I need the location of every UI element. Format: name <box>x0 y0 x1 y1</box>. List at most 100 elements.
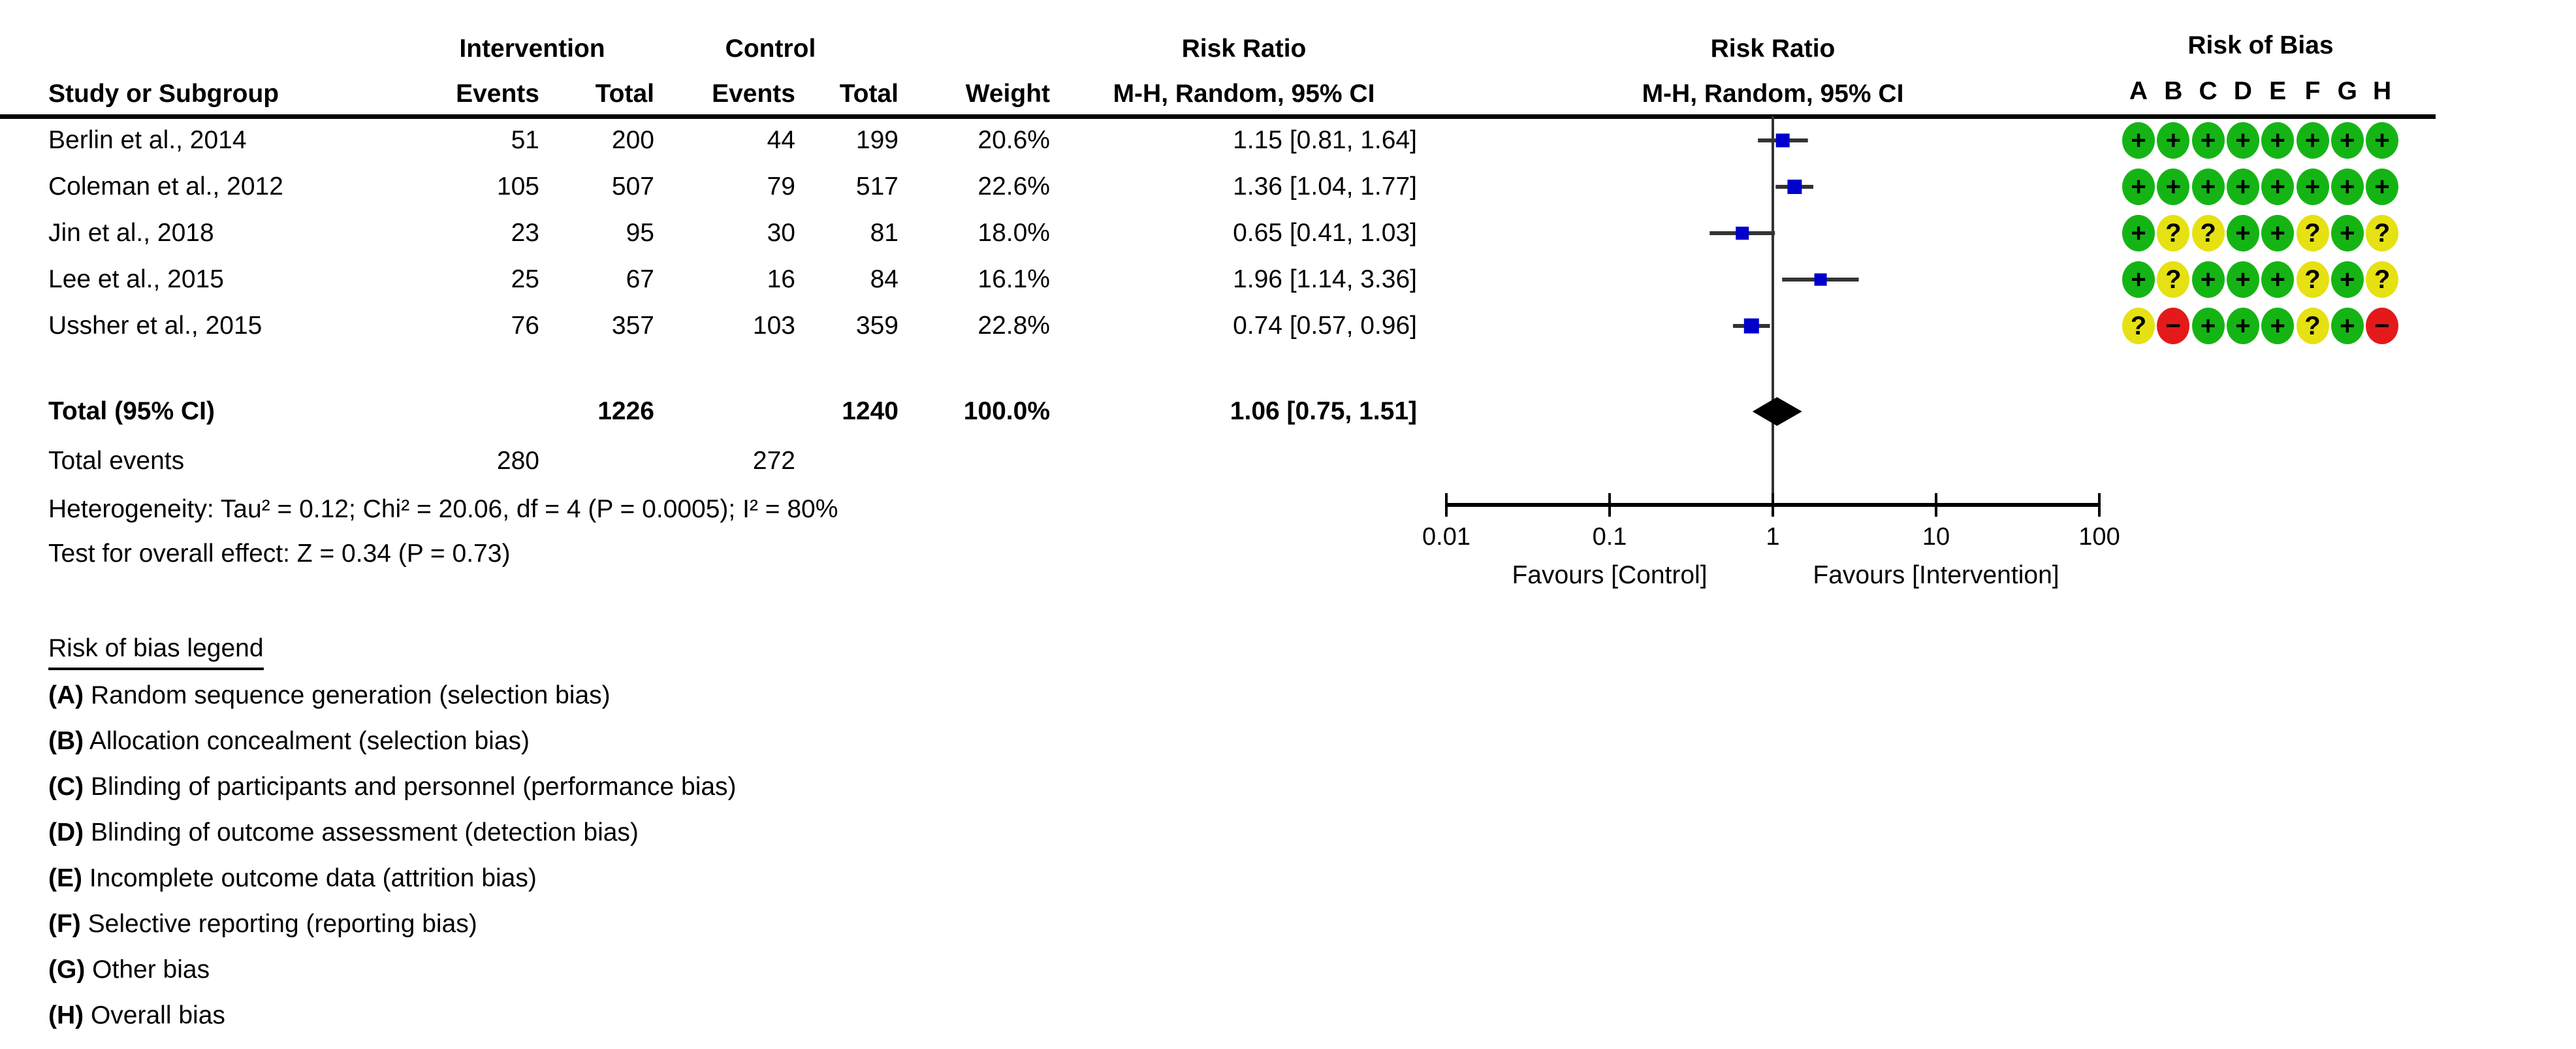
total-row-label: Total (95% CI) <box>48 397 215 425</box>
bias-column-letter: A <box>2129 77 2148 105</box>
bias-dot: + <box>2157 169 2190 205</box>
col-header-weight: Weight <box>965 80 1050 108</box>
total-intervention-n: 1226 <box>597 397 654 425</box>
bias-dot: + <box>2122 215 2155 251</box>
legend-item-text: Incomplete outcome data (attrition bias) <box>82 864 537 892</box>
legend-item: (F) Selective reporting (reporting bias) <box>48 908 477 941</box>
bias-dot: + <box>2296 122 2329 159</box>
favours-control-label: Favours [Control] <box>1512 561 1708 589</box>
study-events-control: 16 <box>767 265 795 293</box>
study-name: Berlin et al., 2014 <box>48 126 247 154</box>
study-name: Coleman et al., 2012 <box>48 172 283 201</box>
total-weight: 100.0% <box>963 397 1050 425</box>
col-header-risk-ratio: Risk Ratio <box>1181 35 1307 63</box>
col-header-events-control: Events <box>712 80 795 108</box>
legend-item-text: Selective reporting (reporting bias) <box>80 910 477 938</box>
plot-header-method-ci: M-H, Random, 95% CI <box>1642 80 1904 108</box>
study-name: Jin et al., 2018 <box>48 219 214 247</box>
legend-item-key: (D) <box>48 818 84 847</box>
study-total-intervention: 507 <box>611 172 654 201</box>
study-rr-ci: 1.96 [1.14, 3.36] <box>1233 265 1417 293</box>
study-weight: 22.6% <box>978 172 1050 201</box>
bias-dot: ? <box>2191 215 2225 251</box>
study-total-intervention: 357 <box>611 312 654 340</box>
bias-dot: − <box>2157 308 2190 344</box>
effect-square <box>1736 227 1749 240</box>
study-events-control: 30 <box>767 219 795 247</box>
bias-dot: + <box>2261 169 2295 205</box>
bias-dot: ? <box>2296 308 2329 344</box>
bias-dot: + <box>2122 169 2155 205</box>
bias-dot: + <box>2191 261 2225 298</box>
bias-column-letter: D <box>2233 77 2252 105</box>
bias-dot: ? <box>2366 215 2399 251</box>
bias-dot: + <box>2296 169 2329 205</box>
legend-item: (B) Allocation concealment (selection bi… <box>48 725 530 758</box>
study-total-intervention: 200 <box>611 126 654 154</box>
legend-item-key: (F) <box>48 910 81 938</box>
bias-dot: ? <box>2157 261 2190 298</box>
bias-dot: + <box>2366 122 2399 159</box>
col-header-study: Study or Subgroup <box>48 80 279 108</box>
study-total-control: 84 <box>870 265 898 293</box>
study-name: Ussher et al., 2015 <box>48 312 262 340</box>
study-rr-ci: 0.74 [0.57, 0.96] <box>1233 312 1417 340</box>
legend-item-text: Allocation concealment (selection bias) <box>84 727 530 755</box>
legend-item-text: Blinding of participants and personnel (… <box>84 773 737 801</box>
col-header-total-intervention: Total <box>595 80 654 108</box>
bias-dot: + <box>2330 308 2364 344</box>
study-total-control: 81 <box>870 219 898 247</box>
effect-square <box>1814 273 1827 286</box>
study-weight: 18.0% <box>978 219 1050 247</box>
study-weight: 20.6% <box>978 126 1050 154</box>
study-events-intervention: 25 <box>511 265 539 293</box>
bias-dot: + <box>2226 122 2259 159</box>
col-header-method-ci: M-H, Random, 95% CI <box>1113 80 1375 108</box>
legend-item-text: Random sequence generation (selection bi… <box>84 681 611 709</box>
legend-item-key: (E) <box>48 864 82 892</box>
bias-column-letter: E <box>2269 77 2287 105</box>
study-total-intervention: 95 <box>626 219 654 247</box>
bias-column-letter: C <box>2199 77 2218 105</box>
bias-dot: + <box>2330 261 2364 298</box>
header-separator-line <box>0 114 2436 119</box>
bias-dot: + <box>2122 261 2155 298</box>
axis-tick-label: 0.1 <box>1592 523 1627 551</box>
study-rr-ci: 1.15 [0.81, 1.64] <box>1233 126 1417 154</box>
legend-item-key: (C) <box>48 773 84 801</box>
study-weight: 22.8% <box>978 312 1050 340</box>
plot-header-risk-ratio: Risk Ratio <box>1710 35 1836 63</box>
bias-dot: ? <box>2122 308 2155 344</box>
study-events-intervention: 23 <box>511 219 539 247</box>
bias-dot: + <box>2330 215 2364 251</box>
total-rr-ci: 1.06 [0.75, 1.51] <box>1230 397 1417 425</box>
axis-tick-label: 0.01 <box>1422 523 1471 551</box>
bias-dot: + <box>2157 122 2190 159</box>
bias-legend-title: Risk of bias legend <box>48 632 264 670</box>
study-rr-ci: 0.65 [0.41, 1.03] <box>1233 219 1417 247</box>
study-total-intervention: 67 <box>626 265 654 293</box>
total-events-intervention: 280 <box>496 447 539 475</box>
study-total-control: 359 <box>855 312 898 340</box>
legend-item-text: Overall bias <box>84 1001 225 1029</box>
legend-item: (C) Blinding of participants and personn… <box>48 771 737 803</box>
legend-item: (E) Incomplete outcome data (attrition b… <box>48 862 537 895</box>
effect-square <box>1775 133 1790 148</box>
study-total-control: 517 <box>855 172 898 201</box>
overall-effect-test: Test for overall effect: Z = 0.34 (P = 0… <box>48 540 511 568</box>
study-name: Lee et al., 2015 <box>48 265 224 293</box>
col-header-group-control: Control <box>725 35 816 63</box>
study-weight: 16.1% <box>978 265 1050 293</box>
legend-item-key: (H) <box>48 1001 84 1029</box>
bias-header-title: Risk of Bias <box>2187 31 2334 59</box>
axis-tick-label: 100 <box>2078 523 2120 551</box>
legend-item-text: Other bias <box>85 956 210 984</box>
legend-item-text: Blinding of outcome assessment (detectio… <box>84 818 639 847</box>
bias-dot: + <box>2191 122 2225 159</box>
bias-dot: ? <box>2366 261 2399 298</box>
bias-dot: ? <box>2296 215 2329 251</box>
bias-dot: + <box>2226 308 2259 344</box>
bias-dot: + <box>2191 169 2225 205</box>
bias-column-letter: H <box>2373 77 2392 105</box>
bias-dot: + <box>2330 169 2364 205</box>
